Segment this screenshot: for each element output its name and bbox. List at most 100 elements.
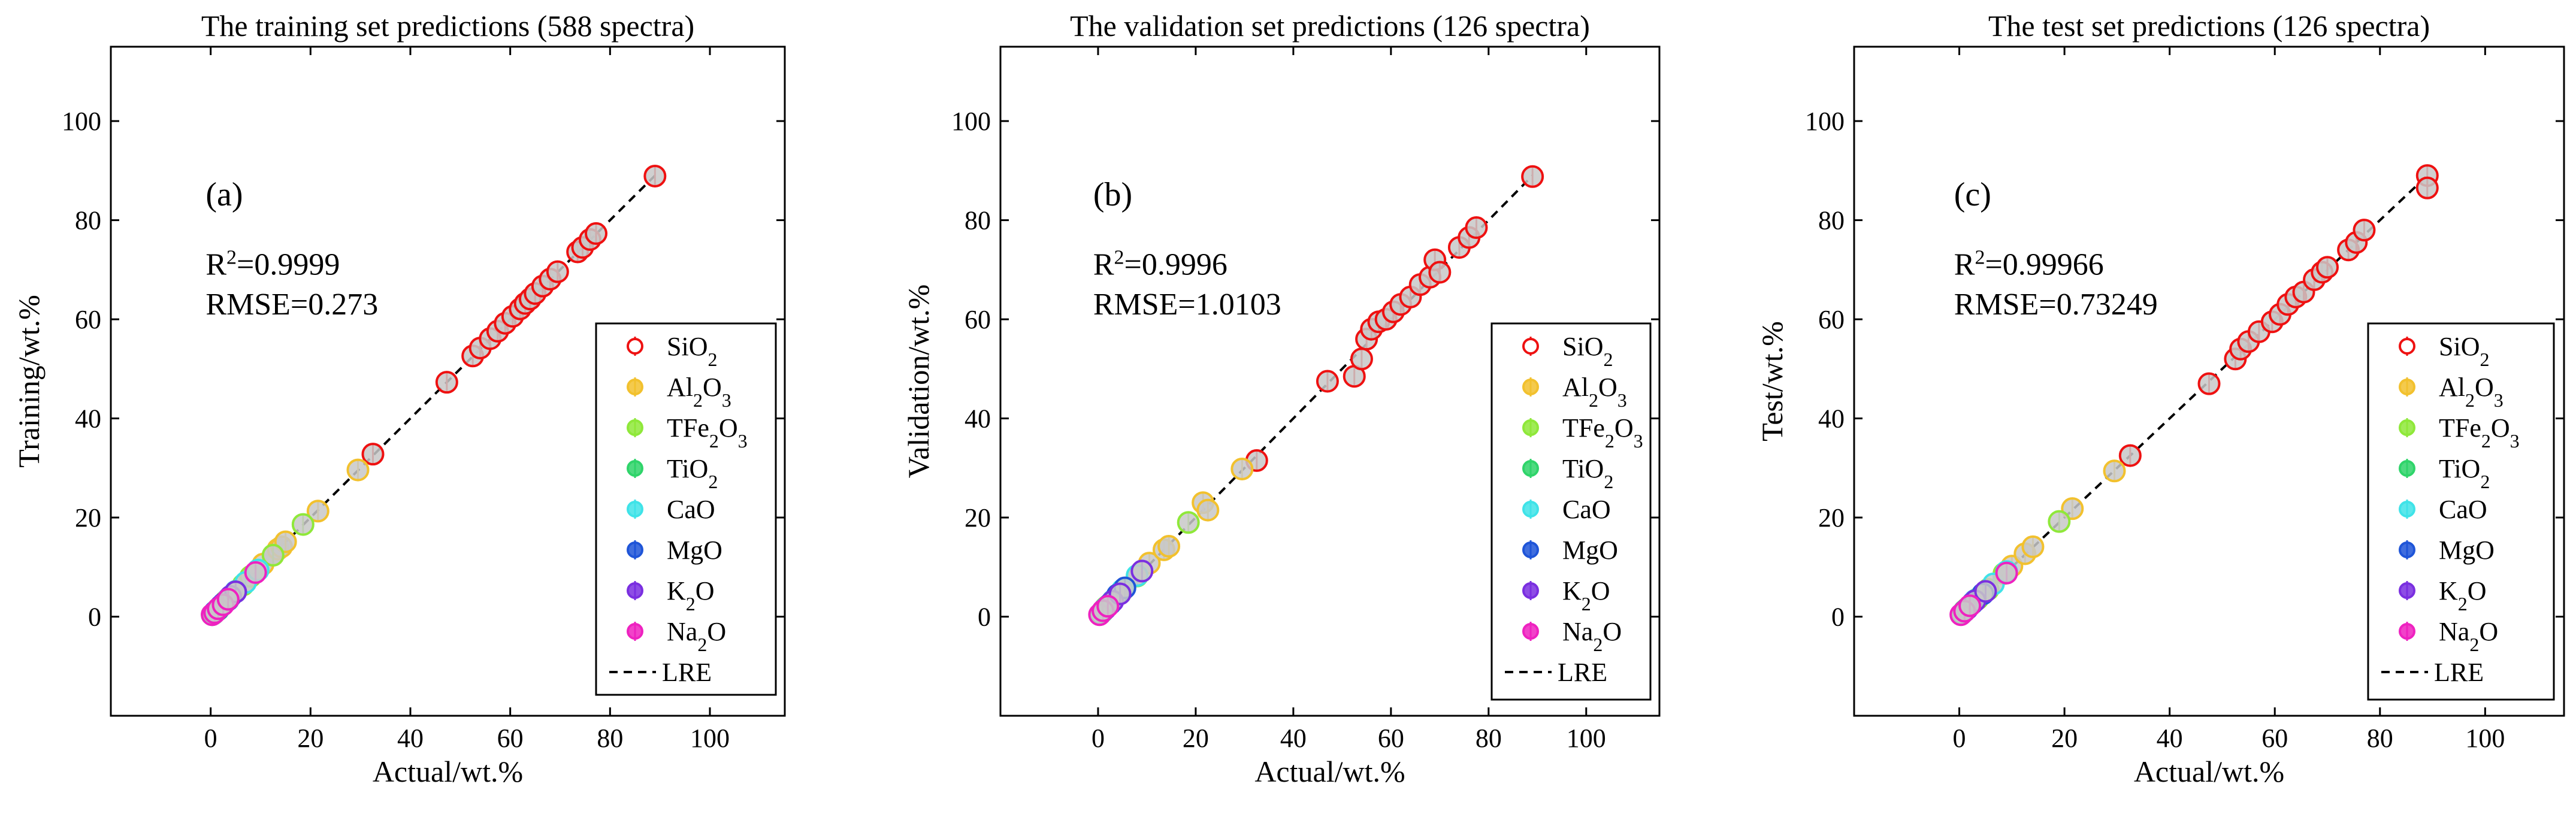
legend-marker: [2399, 460, 2415, 477]
rmse-label: RMSE=0.73249: [1954, 288, 2158, 322]
text-fragment: 2: [708, 471, 718, 492]
legend-entry-label: TFe2O3: [667, 413, 748, 452]
legend-entry-label: TFe2O3: [2439, 413, 2520, 452]
series-Na2O: [1949, 561, 2018, 627]
x-tick-label: 0: [1953, 724, 1966, 753]
plot-frame: [999, 46, 1661, 717]
series-SiO2: [361, 164, 667, 466]
text-fragment: 3: [738, 430, 748, 452]
text-fragment: K: [2439, 576, 2458, 606]
y-tick-label: 20: [75, 503, 101, 532]
legend-entry-label: SiO2: [667, 332, 717, 370]
legend-marker: [2399, 379, 2415, 395]
text-fragment: Al: [1562, 373, 1589, 402]
r-squared-label: R2=0.9996: [1093, 246, 1227, 282]
plot-frame: [1853, 46, 2565, 717]
legend-entry-label: TiO2: [667, 454, 718, 492]
chart-title: The test set predictions (126 spectra): [1988, 9, 2430, 43]
text-fragment: TiO: [667, 454, 708, 483]
series-SiO2: [2118, 164, 2439, 467]
legend-marker: [627, 419, 643, 436]
text-fragment: Na: [667, 617, 697, 646]
legend-marker: [1522, 582, 1539, 599]
r-squared-value: =0.9999: [237, 248, 340, 282]
legend-line-label: LRE: [1558, 658, 1607, 687]
text-fragment: O: [2468, 576, 2487, 606]
y-tick-label: 40: [965, 404, 991, 434]
y-tick-label: 80: [1818, 206, 1845, 235]
legend-marker: [1522, 419, 1539, 436]
legend-entry-label: MgO: [2439, 535, 2495, 565]
legend-marker: [1522, 460, 1539, 477]
data-point: [1350, 347, 1373, 371]
y-tick-label: 60: [1818, 305, 1845, 334]
y-tick-label: 20: [965, 503, 991, 532]
x-tick-label: 40: [1280, 724, 1307, 753]
data-point: [2353, 219, 2376, 242]
y-tick-label: 60: [75, 305, 101, 334]
text-fragment: 2: [697, 634, 707, 655]
text-fragment: SiO: [2439, 332, 2480, 361]
x-tick-label: 0: [204, 724, 217, 753]
text-fragment: MgO: [2439, 535, 2495, 565]
legend-marker: [1522, 501, 1539, 518]
legend-entry-label: CaO: [667, 495, 715, 524]
data-point: [1196, 498, 1220, 522]
rmse-label: RMSE=1.0103: [1093, 288, 1281, 322]
data-point: [1428, 261, 1452, 284]
legend-line-label: LRE: [2434, 658, 2484, 687]
panel-label: (a): [205, 176, 243, 213]
legend-marker: [1522, 338, 1539, 355]
y-tick-label: 100: [62, 107, 101, 136]
y-tick-label: 100: [1805, 107, 1845, 136]
text-fragment: O: [696, 576, 715, 606]
legend-marker: [2399, 541, 2415, 558]
text-fragment: 2: [2465, 389, 2475, 411]
legend-marker: [627, 501, 643, 518]
text-fragment: O: [2475, 373, 2494, 402]
text-fragment: K: [1562, 576, 1582, 606]
text-fragment: CaO: [667, 495, 715, 524]
x-tick-label: 20: [297, 724, 323, 753]
legend-entry-label: MgO: [1562, 535, 1618, 565]
text-fragment: 2: [1589, 389, 1598, 411]
text-fragment: 3: [1634, 430, 1643, 452]
text-fragment: SiO: [667, 332, 708, 361]
data-point: [1316, 370, 1339, 393]
data-point: [2316, 256, 2339, 279]
text-fragment: O: [1591, 576, 1610, 606]
rmse-label: RMSE=0.273: [205, 288, 378, 322]
data-point: [1521, 165, 1544, 188]
data-point: [1157, 535, 1181, 558]
data-point: [216, 588, 240, 611]
data-point: [1230, 457, 1254, 480]
data-point: [261, 543, 285, 567]
text-fragment: CaO: [1562, 495, 1611, 524]
r-letter: R: [1093, 248, 1114, 282]
legend-marker: [2399, 623, 2415, 640]
legend-entry-label: SiO2: [1562, 332, 1613, 370]
text-fragment: Na: [2439, 617, 2469, 646]
plot-frame: [110, 46, 786, 717]
text-fragment: TiO: [1562, 454, 1604, 483]
text-fragment: O: [2491, 413, 2510, 443]
data-point: [361, 443, 385, 466]
x-tick-label: 100: [2465, 724, 2505, 753]
data-point: [2197, 372, 2221, 395]
chart-panel-3: 0 20 40 60 80 100 0 20 40 60 80 100 The test set pre…: [1755, 9, 2565, 788]
data-point: [546, 260, 569, 283]
y-tick-label: 0: [88, 603, 101, 632]
legend-marker: [627, 623, 643, 640]
legend-marker: [1522, 623, 1539, 640]
legend-marker: [2399, 419, 2415, 436]
text-fragment: Al: [2439, 373, 2465, 402]
x-axis-label: Actual/wt.%: [373, 755, 523, 788]
legend-entry-label: K2O: [667, 576, 715, 615]
series-Na2O: [201, 561, 267, 627]
text-fragment: 2: [1605, 430, 1614, 452]
x-tick-label: 20: [2051, 724, 2078, 753]
